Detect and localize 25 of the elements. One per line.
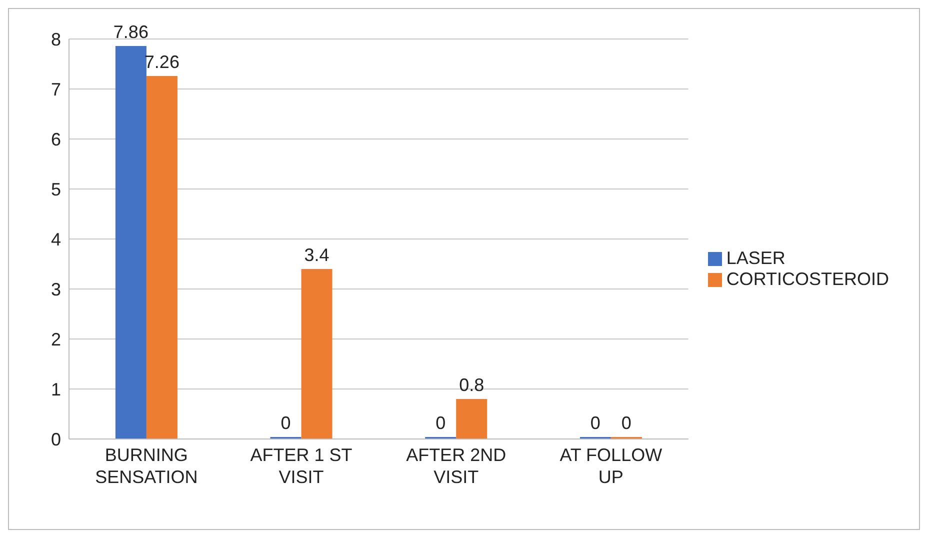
data-label: 0 — [621, 413, 632, 433]
x-tick-label: AFTER 1 ST VISIT — [250, 445, 352, 487]
y-tick-label: 7 — [50, 79, 61, 100]
x-tick-label: AT FOLLOW UP — [560, 445, 662, 487]
data-label: 7.86 — [113, 22, 148, 42]
bar — [301, 269, 332, 439]
y-tick-label: 6 — [50, 129, 61, 150]
x-tick-label: AFTER 2ND VISIT — [406, 445, 506, 487]
y-tick-label: 8 — [50, 29, 61, 50]
data-label: 0 — [590, 413, 600, 433]
bar — [115, 46, 146, 439]
y-tick-label: 1 — [50, 379, 61, 400]
y-tick-label: 0 — [50, 429, 61, 450]
legend-label: LASER — [726, 248, 786, 268]
data-label: 0 — [436, 413, 446, 433]
data-label: 3.4 — [304, 245, 330, 265]
data-label: 0 — [280, 413, 291, 433]
y-tick-label: 4 — [50, 229, 61, 250]
bar — [146, 76, 178, 439]
data-label: 0.8 — [459, 375, 484, 395]
y-tick-label: 2 — [50, 329, 61, 350]
legend-label: CORTICOSTEROID — [726, 269, 889, 289]
y-tick-label: 5 — [50, 179, 61, 200]
y-tick-label: 3 — [50, 279, 61, 300]
x-tick-label: BURNING SENSATION — [95, 445, 198, 487]
